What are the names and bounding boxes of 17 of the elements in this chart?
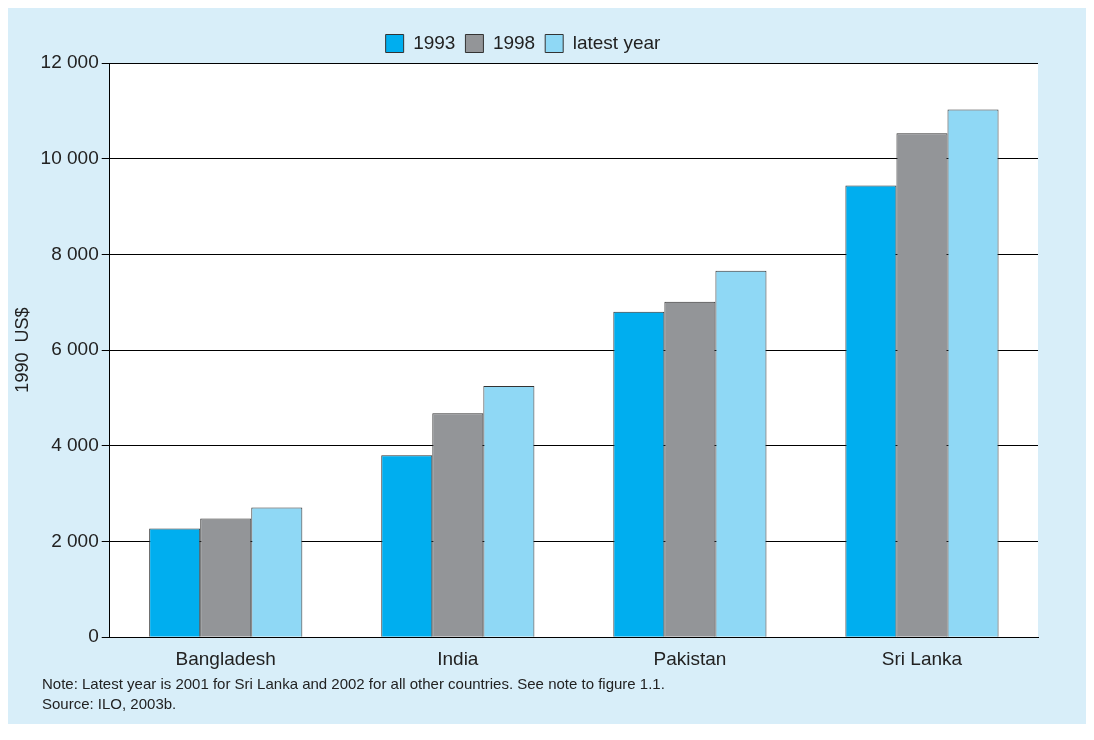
legend-label: 1993 bbox=[413, 31, 456, 53]
source-note: Source: ILO, 2003b. bbox=[42, 694, 178, 714]
y-tick-label: 4 000 bbox=[51, 434, 99, 456]
x-tick-label: Pakistan bbox=[653, 647, 727, 669]
y-tick-label: 0 bbox=[88, 625, 99, 647]
x-tick-label: Sri Lanka bbox=[881, 647, 963, 669]
y-tick-label: 12 000 bbox=[40, 51, 99, 73]
y-tick-label: 8 000 bbox=[51, 242, 99, 264]
y-axis-title: 1990 US$ bbox=[11, 307, 32, 393]
x-tick-label: Bangladesh bbox=[175, 647, 276, 669]
legend-label: 1998 bbox=[492, 31, 536, 53]
y-tick-label: 6 000 bbox=[51, 338, 99, 360]
text: Note: Latest year is 2001 for Sri Lanka and 2002 for all other countries. See note to figure 1.1. bbox=[42, 674, 666, 694]
y-tick-label: 2 000 bbox=[51, 529, 99, 551]
y-tick-label: 10 000 bbox=[40, 146, 99, 168]
legend-label: latest year bbox=[572, 31, 662, 53]
x-tick-label: India bbox=[437, 647, 479, 669]
